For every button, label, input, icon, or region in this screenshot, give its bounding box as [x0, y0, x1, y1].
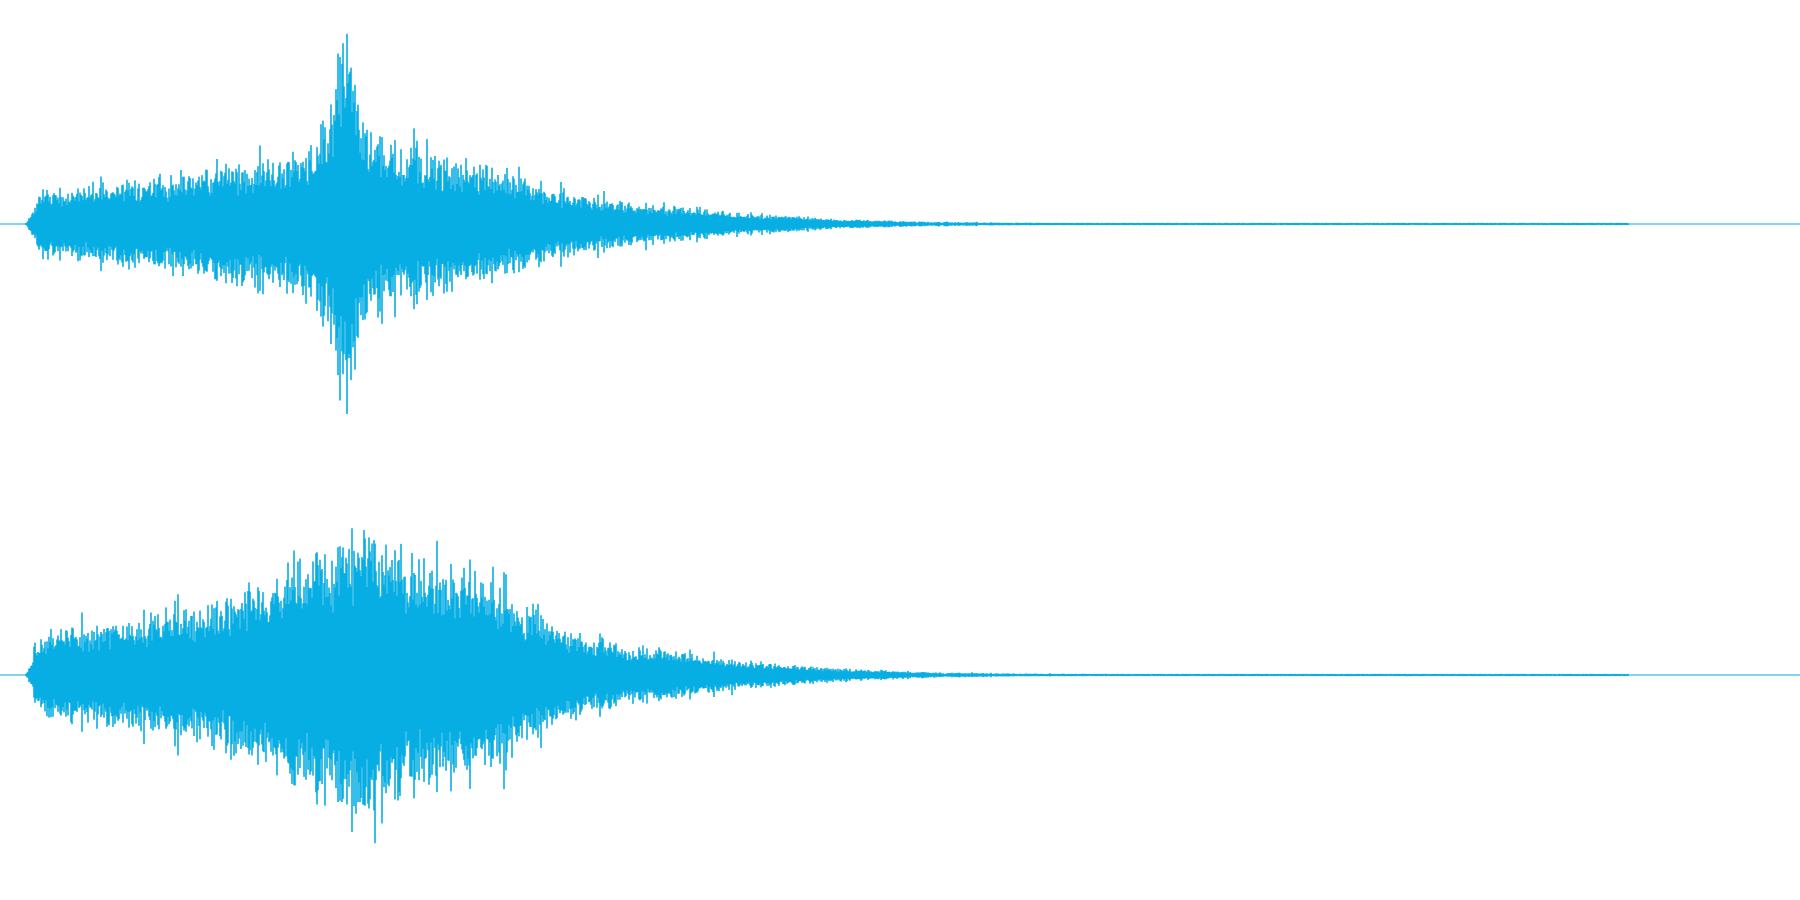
waveform-signal-left [25, 33, 1629, 414]
waveform-channel-right [0, 528, 1800, 844]
waveform-signal-right [25, 528, 1629, 844]
waveform-channel-left [0, 33, 1800, 414]
